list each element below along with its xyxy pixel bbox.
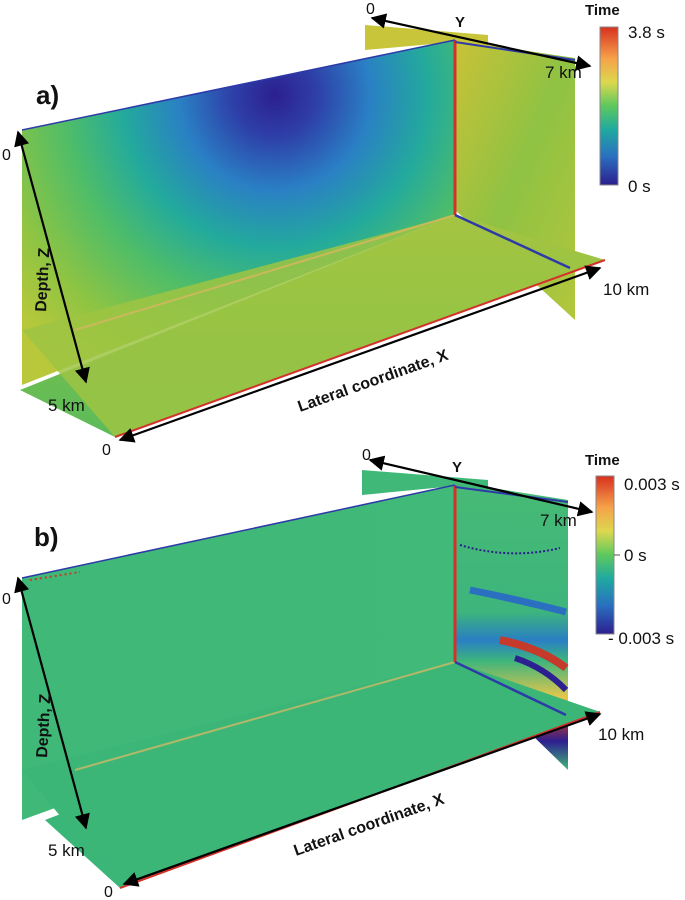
y-axis-end: 7 km	[540, 511, 577, 530]
z-axis-end: 5 km	[48, 396, 85, 415]
z-axis-end: 5 km	[48, 841, 85, 860]
y-axis-start: 0	[362, 447, 371, 464]
y-axis-name: Y	[452, 459, 462, 476]
z-axis-name: Depth, Z	[34, 693, 54, 758]
colorbar	[599, 26, 619, 186]
colorbar-min-label: - 0.003 s	[608, 629, 674, 648]
x-axis-start: 0	[104, 884, 113, 900]
z-axis-start: 0	[2, 147, 11, 164]
y-axis-start: 0	[366, 1, 375, 18]
colorbar-title: Time	[585, 452, 620, 469]
y-axis-end: 7 km	[545, 63, 582, 82]
panel-b: 0 Y 7 km 0 Lateral coordinate, X 10 km 0…	[2, 447, 680, 900]
panel-label: b)	[34, 522, 59, 552]
panel-a: 0 Y 7 km 0 Lateral coordinate, X 10 km 0…	[2, 1, 665, 459]
y-axis-name: Y	[455, 14, 465, 31]
colorbar-title: Time	[585, 2, 620, 19]
panel-label: a)	[36, 80, 59, 110]
colorbar	[595, 475, 615, 635]
colorbar-min-label: 0 s	[628, 177, 651, 196]
x-axis-end: 10 km	[603, 280, 649, 299]
z-axis-start: 0	[2, 591, 11, 608]
colorbar-max-label: 3.8 s	[628, 23, 665, 42]
colorbar-max-label: 0.003 s	[624, 475, 680, 494]
z-axis-name: Depth, Z	[33, 247, 53, 312]
colorbar-mid-label: 0 s	[624, 546, 647, 565]
x-axis-end: 10 km	[598, 725, 644, 744]
x-axis-start: 0	[102, 442, 111, 459]
